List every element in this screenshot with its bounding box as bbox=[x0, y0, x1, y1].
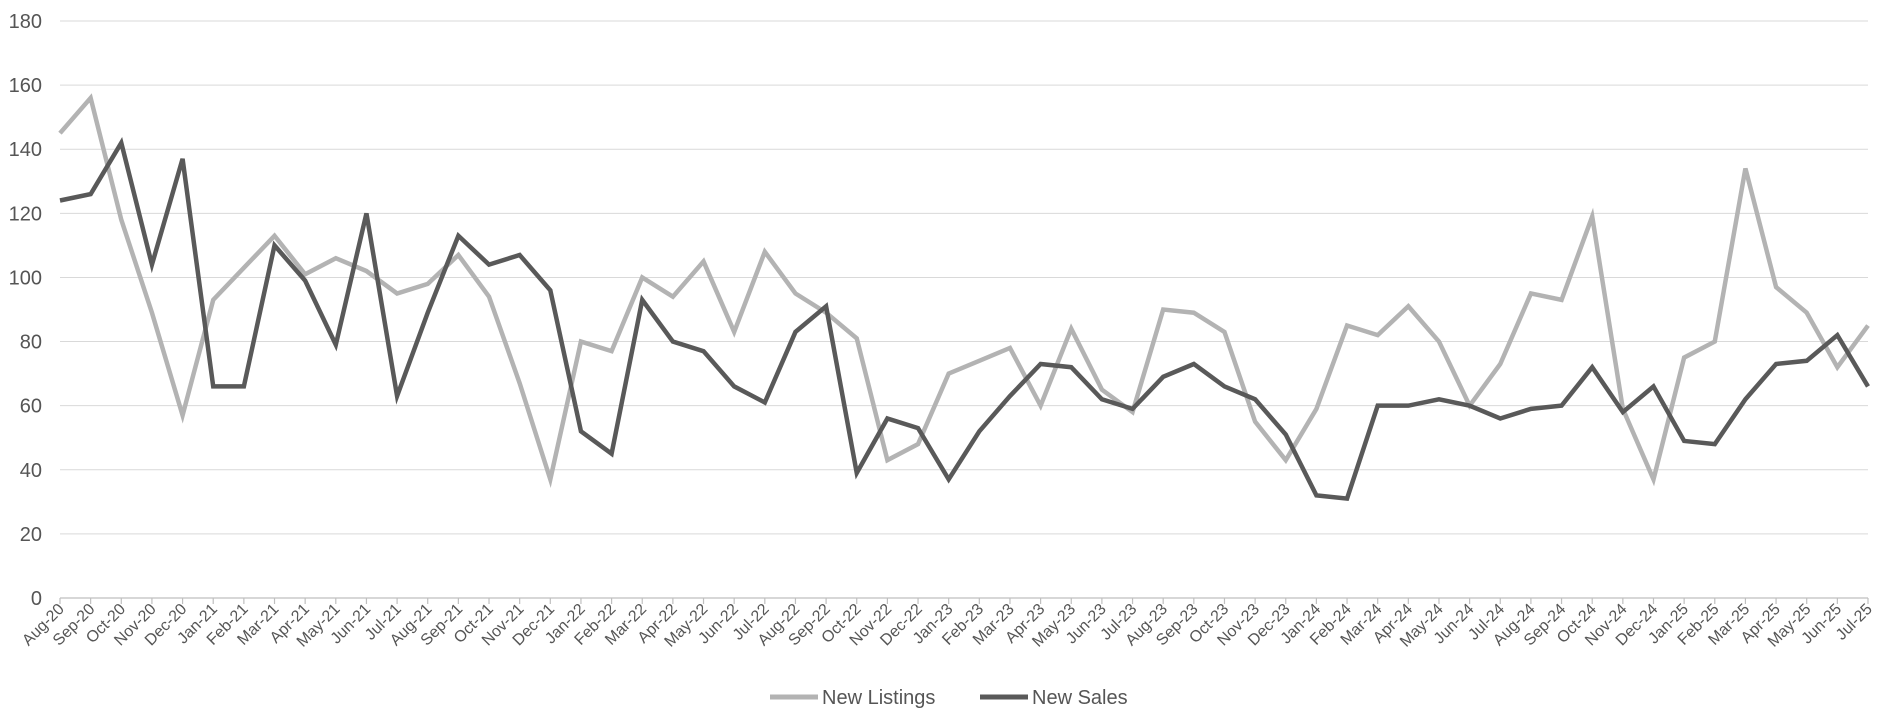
x-axis: Aug-20Sep-20Oct-20Nov-20Dec-20Jan-21Feb-… bbox=[19, 597, 1876, 651]
legend-label-new-sales: New Sales bbox=[1032, 687, 1128, 709]
y-tick-label: 20 bbox=[20, 524, 42, 546]
y-tick-label: 140 bbox=[9, 139, 42, 161]
legend-item-new-sales: New Sales bbox=[980, 687, 1128, 709]
series-new-sales bbox=[59, 136, 1870, 502]
legend-item-new-listings: New Listings bbox=[770, 687, 935, 709]
y-tick-label: 0 bbox=[31, 588, 42, 610]
y-axis: 0 20 40 60 80 100 120 140 160 180 bbox=[9, 11, 42, 610]
grid-lines bbox=[60, 20, 1868, 535]
y-tick-label: 180 bbox=[9, 11, 42, 33]
y-tick-label: 40 bbox=[20, 460, 42, 482]
y-tick-label: 60 bbox=[20, 396, 42, 418]
series-new-listings bbox=[58, 93, 1870, 489]
legend-label-new-listings: New Listings bbox=[822, 687, 935, 709]
y-tick-label: 160 bbox=[9, 75, 42, 97]
series-line bbox=[58, 93, 1870, 489]
series-line bbox=[59, 136, 1870, 502]
y-tick-label: 80 bbox=[20, 332, 42, 354]
series-lines bbox=[58, 93, 1870, 502]
legend: New Listings New Sales bbox=[770, 687, 1128, 709]
y-tick-label: 120 bbox=[9, 203, 42, 225]
y-tick-label: 100 bbox=[9, 267, 42, 289]
